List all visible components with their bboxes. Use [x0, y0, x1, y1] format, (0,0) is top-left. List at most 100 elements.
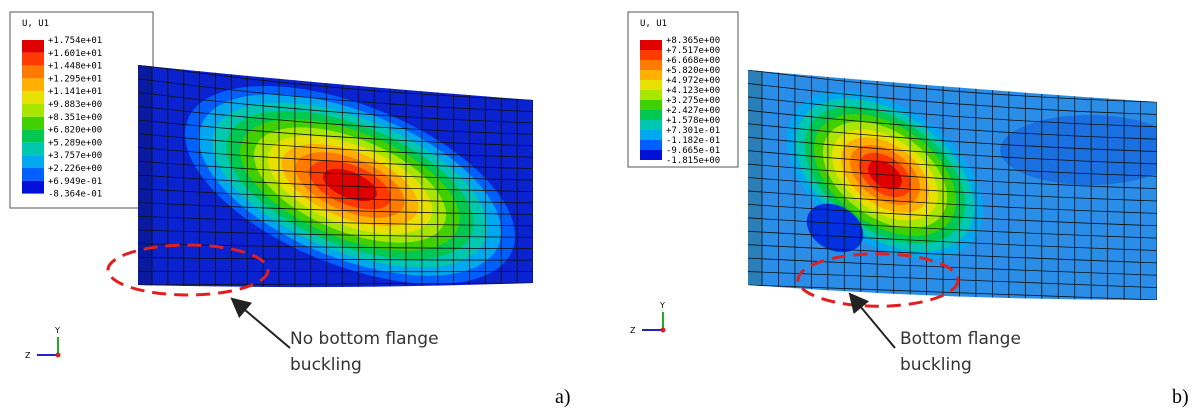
beam — [138, 65, 533, 288]
legend-swatch — [640, 150, 662, 160]
legend-value: +5.820e+00 — [666, 66, 720, 76]
axis-label: Y — [659, 301, 665, 310]
legend-swatch — [22, 155, 44, 168]
legend-swatch — [640, 40, 662, 50]
mesh-line — [748, 257, 1157, 276]
mesh-line — [748, 203, 1157, 227]
mesh-line — [138, 202, 533, 215]
legend-value: +1.578e+00 — [666, 116, 720, 126]
dashed-ring — [796, 252, 960, 308]
mesh-line — [138, 78, 533, 112]
legend-value: +8.351e+00 — [48, 113, 102, 123]
legend-value: +8.365e+00 — [666, 36, 720, 46]
mesh-line — [138, 160, 533, 181]
legend-value: -1.815e+00 — [666, 156, 720, 166]
mesh-line — [748, 136, 1157, 165]
annotation: buckling — [290, 355, 362, 375]
mesh-line — [138, 282, 533, 286]
flange — [748, 70, 762, 300]
legend-swatch — [22, 180, 44, 194]
legend-value: +7.517e+00 — [666, 46, 720, 56]
mesh-line — [748, 163, 1157, 190]
mesh-line — [138, 65, 533, 101]
mesh-line — [748, 96, 1157, 128]
dashed-ring — [106, 243, 270, 297]
legend-swatch — [22, 116, 44, 130]
legend-value: +5.289e+00 — [48, 138, 102, 148]
legend-value: +3.275e+00 — [666, 96, 720, 106]
legend-value: -8.364e-01 — [48, 190, 102, 200]
axis-label: Y — [54, 326, 60, 335]
mesh-line — [748, 150, 1157, 177]
mesh-line — [748, 190, 1157, 214]
contour — [1000, 115, 1157, 185]
legend-swatch — [640, 140, 662, 150]
panel-label: b) — [1172, 386, 1189, 408]
mesh-line — [748, 177, 1157, 202]
mesh-line — [748, 284, 1157, 300]
legend-swatch — [640, 110, 662, 120]
axis-label: Z — [25, 351, 31, 360]
legend-swatch — [640, 60, 662, 70]
mesh-line — [138, 188, 533, 204]
legend-value: -9.665e-01 — [666, 146, 720, 156]
panel-label: a) — [555, 386, 571, 408]
legend-swatch — [22, 142, 44, 156]
legend-swatch — [22, 168, 44, 181]
legend-value: +7.301e-01 — [666, 126, 720, 136]
annotation: buckling — [900, 355, 972, 375]
mesh-line — [748, 244, 1157, 264]
annotation: Bottom flange — [900, 329, 1021, 349]
arrow — [848, 292, 896, 349]
mesh-line — [748, 271, 1157, 289]
axis-origin — [55, 352, 61, 358]
mesh-line — [138, 133, 533, 158]
legend-value: +4.123e+00 — [666, 86, 720, 96]
mesh-line — [138, 229, 533, 238]
legend-value: +4.972e+00 — [666, 76, 720, 86]
legend-swatch — [640, 70, 662, 80]
mesh-line — [748, 217, 1157, 239]
mesh-line — [138, 174, 533, 192]
contour — [806, 203, 864, 253]
contour — [322, 168, 378, 202]
arrow — [230, 297, 291, 349]
legend-swatch — [22, 52, 44, 66]
legend-value: +9.883e+00 — [48, 100, 102, 110]
legend-value: +3.757e+00 — [48, 151, 102, 161]
legend-value: +6.949e-01 — [48, 177, 102, 187]
legend-value: +2.226e+00 — [48, 164, 102, 174]
mesh-line — [748, 109, 1157, 140]
legend-swatch — [640, 90, 662, 100]
mesh-line — [138, 215, 533, 227]
mesh-line — [138, 147, 533, 170]
legend-swatch — [22, 104, 44, 117]
legend-value: +6.820e+00 — [48, 126, 102, 136]
mesh-line — [748, 83, 1157, 115]
legend-value: +1.141e+01 — [48, 87, 102, 97]
legend-swatch — [22, 91, 44, 104]
mesh-line — [748, 70, 1157, 103]
mesh-line — [748, 123, 1157, 152]
legend-swatch — [640, 80, 662, 90]
legend-value: +1.601e+01 — [48, 49, 102, 59]
mesh-line — [138, 257, 533, 261]
legend-swatch — [22, 65, 44, 79]
legend-swatch — [22, 40, 44, 53]
legend-value: +1.295e+01 — [48, 74, 102, 84]
legend-swatch — [640, 100, 662, 110]
legend-value: +2.427e+00 — [666, 106, 720, 116]
mesh-line — [138, 119, 533, 147]
legend-title: U, U1 — [22, 19, 49, 29]
axis-origin — [660, 327, 666, 333]
legend-title: U, U1 — [640, 19, 667, 29]
legend-swatch — [640, 50, 662, 60]
legend-swatch — [640, 130, 662, 140]
legend-value: +1.754e+01 — [48, 36, 102, 46]
mesh-line — [138, 105, 533, 135]
axis-label: Z — [630, 326, 636, 335]
legend-value: -1.182e-01 — [666, 136, 720, 146]
legend-swatch — [22, 129, 44, 143]
legend-value: +1.448e+01 — [48, 62, 102, 72]
